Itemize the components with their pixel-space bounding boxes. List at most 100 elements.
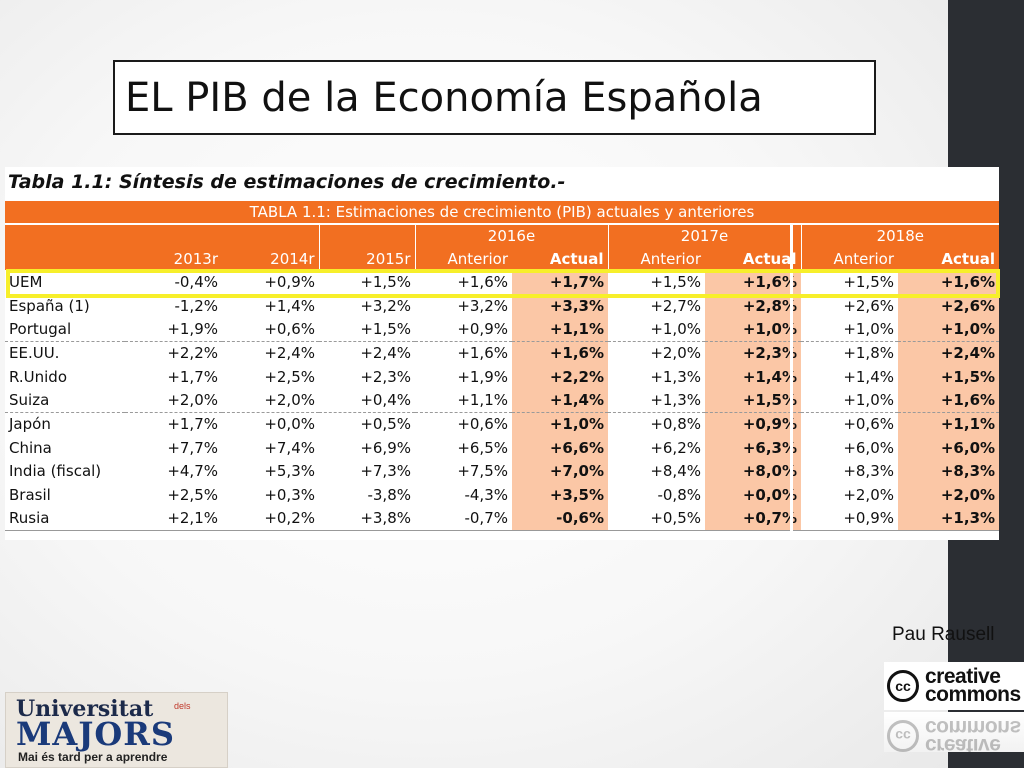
- column-header: 2014r: [222, 247, 319, 270]
- group-header-2017: 2017e: [607, 224, 801, 247]
- cell-actual: +1,6%: [898, 270, 1000, 294]
- cell-actual: +3,3%: [512, 293, 608, 318]
- table-row: UEM -0,4% +0,9% +1,5% +1,6% +1,7% +1,5% +1,6% +1…: [5, 270, 1000, 294]
- row-label: España (1): [9, 296, 90, 315]
- cell-value: +7,5%: [457, 462, 508, 481]
- column-header: Actual: [705, 247, 801, 270]
- cell-value: +2,2%: [125, 340, 222, 365]
- row-label: China: [9, 438, 52, 457]
- cell-value: +2,0%: [167, 391, 218, 410]
- cell-value: +0,9%: [801, 506, 898, 532]
- cc-text-line1: creative: [925, 665, 1001, 688]
- cell-value: +2,4%: [319, 340, 415, 365]
- cell-actual: +1,6%: [705, 270, 801, 294]
- cell-value: +8,3%: [843, 462, 894, 481]
- cell-actual: +0,7%: [705, 506, 801, 532]
- cell-value: +3,8%: [319, 506, 415, 532]
- cell-value: +2,4%: [222, 340, 319, 365]
- cell-value: +1,4%: [264, 296, 315, 315]
- cell-value: +1,0%: [843, 391, 894, 410]
- cell-actual: +1,0%: [512, 411, 608, 436]
- table-row: Brasil +2,5% +0,3% -3,8% -4,3% +3,5% -0,8% +0,0…: [5, 483, 1000, 507]
- cell-value: +0,8%: [608, 411, 705, 436]
- group-header-2018: 2018e: [800, 224, 1000, 247]
- cell-value: +1,4%: [843, 367, 894, 386]
- cell-value: +0,2%: [222, 506, 319, 532]
- cell-value: +0,6%: [415, 411, 512, 436]
- cell-value: +0,3%: [264, 486, 315, 505]
- table-row: China +7,7% +7,4% +6,9% +6,5% +6,6% +6,2% +6,3%…: [5, 435, 1000, 460]
- cell-value: -0,4%: [174, 272, 218, 291]
- cell-value: +1,1%: [457, 391, 508, 410]
- cell-value: +2,0%: [843, 486, 894, 505]
- cell-value: +2,1%: [125, 506, 222, 532]
- column-header: 2015r: [318, 247, 415, 270]
- cell-value: +0,6%: [801, 411, 898, 436]
- cell-value: +3,2%: [457, 296, 508, 315]
- cell-value: +1,6%: [457, 272, 508, 291]
- cell-value: -0,7%: [415, 506, 512, 532]
- row-label: India (fiscal): [9, 462, 102, 481]
- cell-actual: +6,3%: [705, 435, 801, 460]
- cell-value: +6,2%: [650, 438, 701, 457]
- cell-value: +1,0%: [650, 319, 701, 338]
- table-row: Portugal +1,9% +0,6% +1,5% +0,9% +1,1% +1,0% +1…: [5, 317, 1000, 342]
- cell-actual: +0,9%: [705, 411, 801, 436]
- table-row: EE.UU. +2,2% +2,4% +2,4% +1,6% +1,6% +2,0% +2,3…: [5, 340, 1000, 365]
- row-label: Japón: [5, 411, 125, 436]
- cell-value: +2,0%: [608, 340, 705, 365]
- cell-value: +1,5%: [650, 272, 701, 291]
- cell-actual: +8,3%: [898, 459, 1000, 484]
- growth-table: TABLA 1.1: Estimaciones de crecimiento (…: [5, 201, 1000, 532]
- cell-value: +1,6%: [415, 340, 512, 365]
- cell-actual: +1,6%: [512, 340, 608, 365]
- cell-actual: +1,3%: [898, 506, 1000, 532]
- cell-actual: +2,6%: [898, 293, 1000, 318]
- cell-actual: +1,0%: [705, 317, 801, 342]
- cell-actual: +6,0%: [898, 435, 1000, 460]
- cell-value: +8,4%: [650, 462, 701, 481]
- cell-actual: +7,0%: [512, 459, 608, 484]
- logo-line-majors: MAJORS: [16, 715, 175, 753]
- row-label: UEM: [9, 272, 43, 291]
- cell-value: +1,5%: [843, 272, 894, 291]
- row-label: Suiza: [9, 391, 50, 410]
- column-header: Actual: [512, 247, 608, 270]
- cell-value: -1,2%: [174, 296, 218, 315]
- cell-value: +2,5%: [264, 367, 315, 386]
- cc-icon-reflection: cc: [887, 720, 919, 752]
- group-header-2016: 2016e: [414, 224, 608, 247]
- table-caption: Tabla 1.1: Síntesis de estimaciones de c…: [8, 171, 566, 193]
- column-header-row: 2013r 2014r 2015r Anterior Actual Anteri…: [5, 247, 1000, 270]
- cell-actual: +2,4%: [898, 340, 1000, 365]
- cell-actual: +2,3%: [705, 340, 801, 365]
- cell-value: +1,8%: [801, 340, 898, 365]
- cell-value: +6,5%: [457, 438, 508, 457]
- group-header-row: 2016e 2017e 2018e: [5, 224, 1000, 247]
- cell-actual: +2,8%: [705, 293, 801, 318]
- cell-value: +2,0%: [264, 391, 315, 410]
- cell-value: +0,9%: [264, 272, 315, 291]
- column-gap: [790, 225, 793, 539]
- cell-value: +1,0%: [843, 319, 894, 338]
- column-header: Anterior: [414, 247, 512, 270]
- row-label: Rusia: [5, 506, 125, 532]
- row-label: Portugal: [9, 319, 72, 338]
- cell-actual: +1,6%: [898, 388, 1000, 413]
- university-logo: Universitat dels MAJORS Mai és tard per …: [5, 692, 228, 768]
- cell-value: +0,9%: [457, 319, 508, 338]
- table-row: España (1) -1,2% +1,4% +3,2% +3,2% +3,3% +2,7%…: [5, 293, 1000, 318]
- table-row: Japón +1,7% +0,0% +0,5% +0,6% +1,0% +0,8% +0,9%…: [5, 411, 1000, 436]
- cell-value: -4,3%: [464, 486, 508, 505]
- cell-value: +6,9%: [360, 438, 411, 457]
- cell-actual: +1,5%: [898, 364, 1000, 389]
- row-label: EE.UU.: [5, 340, 125, 365]
- cell-value: +1,5%: [360, 272, 411, 291]
- logo-dels: dels: [174, 701, 191, 711]
- cell-value: +1,9%: [167, 319, 218, 338]
- cell-value: +2,6%: [843, 296, 894, 315]
- cell-actual: +1,5%: [705, 388, 801, 413]
- cell-actual: +1,4%: [512, 388, 608, 413]
- cell-value: +7,3%: [360, 462, 411, 481]
- cell-value: +0,0%: [222, 411, 319, 436]
